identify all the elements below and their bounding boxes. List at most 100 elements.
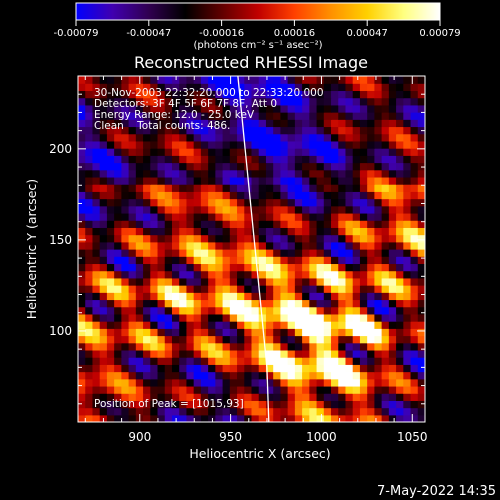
heatmap-cell (121, 364, 130, 373)
heatmap-cell (388, 169, 397, 178)
heatmap-cell (186, 349, 195, 358)
heatmap-cell (381, 83, 390, 92)
heatmap-cell (215, 292, 224, 301)
heatmap-cell (294, 378, 303, 387)
heatmap-cell (374, 104, 383, 113)
heatmap-cell (135, 328, 144, 337)
heatmap-cell (265, 227, 274, 236)
heatmap-cell (287, 83, 296, 92)
heatmap-cell (338, 155, 347, 164)
heatmap-cell (374, 184, 383, 192)
heatmap-cell (121, 133, 130, 142)
heatmap-cell (157, 140, 166, 149)
heatmap-cell (374, 400, 383, 409)
heatmap-cell (352, 205, 361, 214)
heatmap-cell (179, 191, 188, 200)
heatmap-cell (128, 169, 137, 178)
heatmap-cell (85, 162, 94, 171)
heatmap-cell (222, 184, 231, 192)
heatmap-cell (258, 364, 267, 373)
heatmap-cell (215, 140, 224, 149)
heatmap-cell (374, 371, 383, 380)
heatmap-cell (338, 90, 347, 99)
heatmap-cell (417, 349, 425, 358)
heatmap-cell (294, 212, 303, 221)
heatmap-cell (417, 342, 425, 351)
heatmap-cell (171, 270, 180, 279)
heatmap-cell (106, 357, 115, 365)
heatmap-cell (396, 385, 404, 394)
heatmap-cell (128, 76, 137, 84)
heatmap-cell (396, 270, 404, 279)
heatmap-cell (244, 414, 253, 422)
heatmap-cell (208, 357, 216, 365)
heatmap-cell (222, 385, 231, 394)
heatmap-cell (367, 385, 375, 394)
heatmap-cell (193, 393, 202, 401)
y-axis-label: Heliocentric Y (arcsec) (24, 179, 39, 319)
heatmap-cell (287, 313, 296, 322)
heatmap-cell (179, 76, 188, 84)
heatmap-cell (200, 414, 209, 422)
heatmap-cell (388, 76, 397, 84)
heatmap-cell (222, 256, 231, 265)
heatmap-cell (374, 126, 383, 135)
heatmap-cell (374, 220, 383, 228)
heatmap-cell (193, 349, 202, 358)
heatmap-cell (193, 321, 202, 329)
heatmap-cell (410, 140, 419, 149)
heatmap-cell (106, 97, 115, 106)
heatmap-cell (374, 393, 383, 401)
heatmap-cell (381, 270, 390, 279)
heatmap-cell (128, 205, 137, 214)
heatmap-cell (388, 292, 397, 301)
heatmap-cell (193, 249, 202, 257)
heatmap-cell (164, 357, 173, 365)
y-tick-label: 200 (49, 142, 72, 156)
heatmap-cell (352, 256, 361, 265)
heatmap-cell (78, 385, 86, 394)
heatmap-cell (208, 407, 216, 416)
heatmap-cell (143, 292, 151, 301)
heatmap-cell (85, 414, 94, 422)
heatmap-cell (331, 378, 339, 387)
heatmap-cell (374, 205, 383, 214)
heatmap-cell (251, 342, 260, 351)
heatmap-cell (171, 285, 180, 293)
heatmap-cell (164, 328, 173, 337)
heatmap-cell (150, 256, 159, 265)
heatmap-cell (410, 378, 419, 387)
heatmap-cell (367, 212, 375, 221)
heatmap-cell (215, 263, 224, 272)
heatmap-cell (208, 205, 216, 214)
heatmap-cell (106, 270, 115, 279)
heatmap-cell (92, 306, 101, 315)
heatmap-cell (367, 155, 375, 164)
heatmap-cell (323, 285, 332, 293)
heatmap-cell (338, 263, 347, 272)
heatmap-cell (381, 112, 390, 120)
heatmap-cell (388, 335, 397, 344)
heatmap-cell (135, 112, 144, 120)
heatmap-cell (222, 378, 231, 387)
heatmap-cell (294, 97, 303, 106)
heatmap-cell (229, 205, 238, 214)
heatmap-cell (374, 357, 383, 365)
heatmap-cell (237, 357, 245, 365)
heatmap-cell (244, 277, 253, 286)
heatmap-cell (157, 371, 166, 380)
heatmap-cell (345, 126, 354, 135)
heatmap-cell (171, 249, 180, 257)
heatmap-cell (229, 292, 238, 301)
heatmap-cell (143, 263, 151, 272)
heatmap-cell (367, 148, 375, 156)
heatmap-cell (179, 342, 188, 351)
heatmap-cell (164, 83, 173, 92)
heatmap-cell (381, 357, 390, 365)
heatmap-cell (287, 371, 296, 380)
heatmap-cell (92, 205, 101, 214)
heatmap-cell (294, 198, 303, 207)
heatmap-cell (302, 227, 310, 236)
heatmap-cell (200, 285, 209, 293)
heatmap-cell (388, 393, 397, 401)
